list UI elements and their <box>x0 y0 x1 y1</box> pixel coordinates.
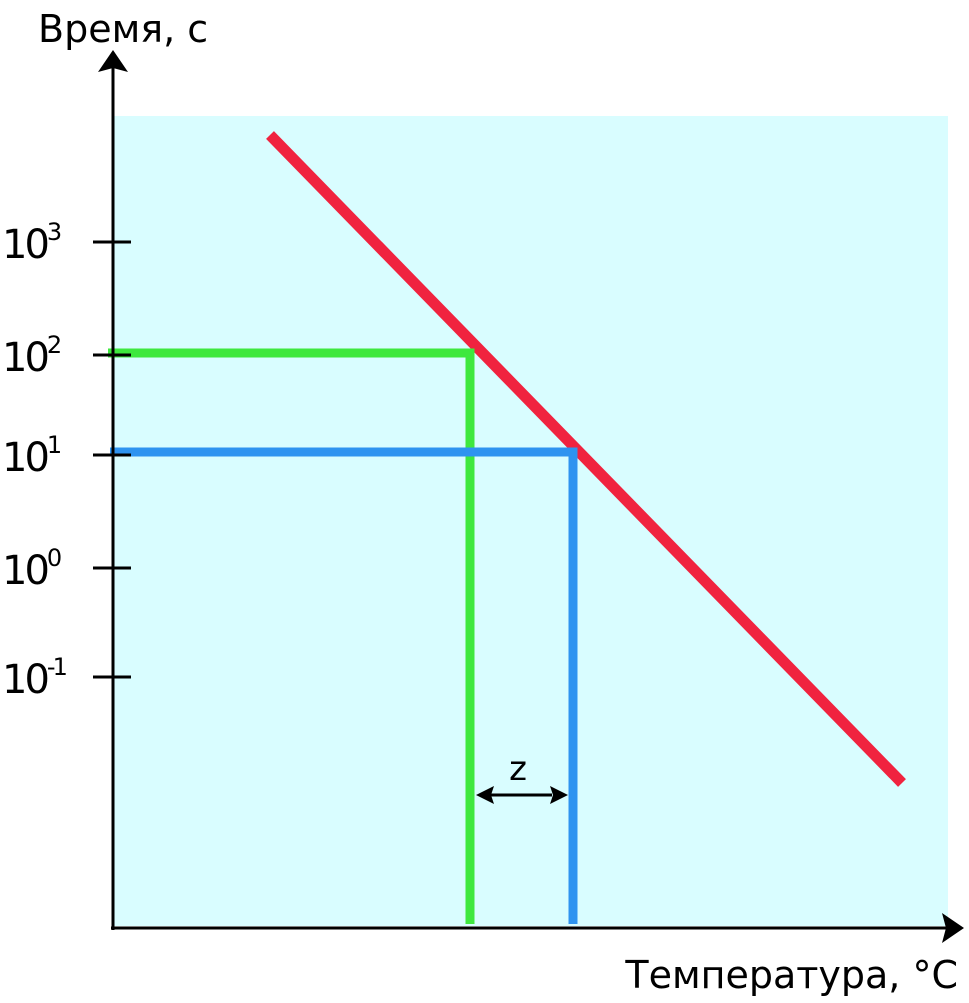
z-arrow-head-right <box>550 786 568 804</box>
y-tick-label: 101 <box>2 431 61 481</box>
tick-base: 10 <box>2 657 47 703</box>
tick-exponent: 0 <box>47 544 61 572</box>
tick-base: 10 <box>2 222 47 268</box>
plot-area <box>113 116 948 926</box>
z-arrow-head-left <box>476 786 494 804</box>
z-label: z <box>509 749 527 789</box>
tick-exponent: -1 <box>47 653 67 681</box>
y-tick-label: 103 <box>2 218 61 268</box>
death-time-line <box>266 131 906 787</box>
y-tick-label: 102 <box>2 331 60 381</box>
tick-exponent: 2 <box>47 331 60 359</box>
green-guide <box>108 348 475 924</box>
tick-base: 10 <box>2 548 47 594</box>
tick-base: 10 <box>2 335 47 381</box>
y-axis-label: Время, с <box>38 7 208 51</box>
y-ticks <box>93 240 131 679</box>
y-tick-label: 100 <box>2 544 61 594</box>
x-axis-label: Температура, °C <box>624 953 958 997</box>
y-tick-label: 10-1 <box>2 653 67 703</box>
tick-exponent: 1 <box>47 431 61 459</box>
tick-exponent: 3 <box>47 218 61 246</box>
blue-guide <box>110 447 578 924</box>
tick-base: 10 <box>2 435 47 481</box>
